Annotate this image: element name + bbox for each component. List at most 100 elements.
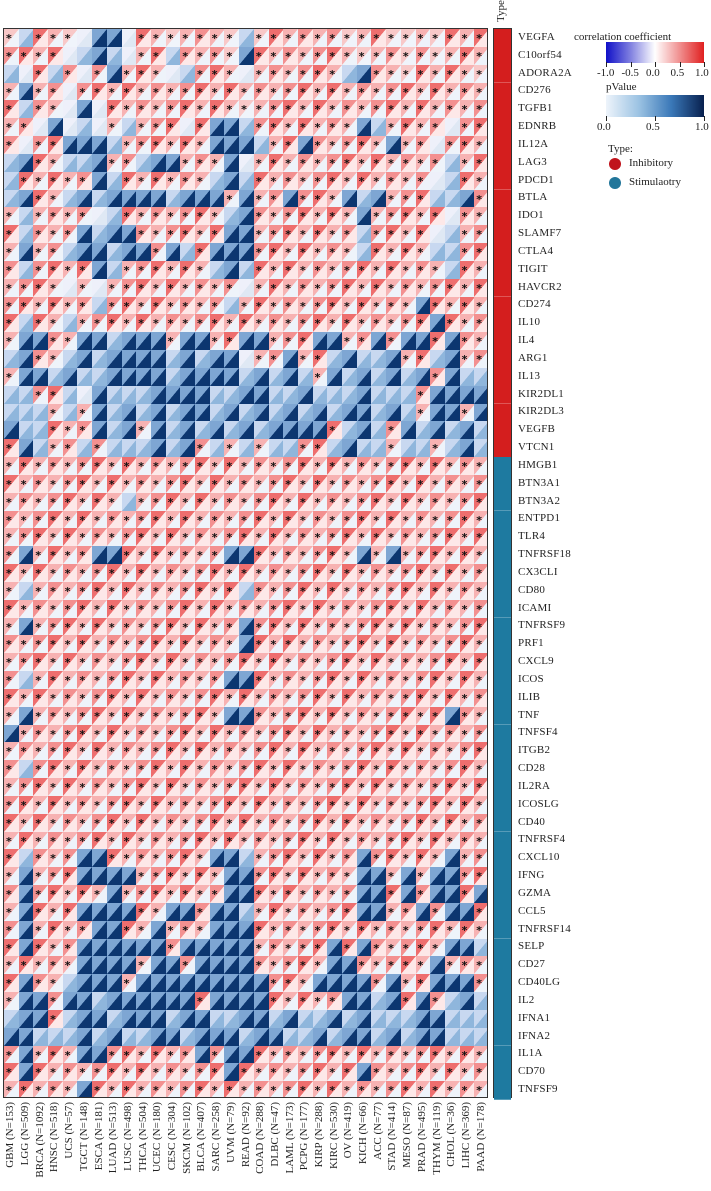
heatmap-cell: * [312,367,328,386]
significance-asterisk: * [373,103,380,117]
heatmap-cell [224,1027,240,1046]
significance-asterisk: * [50,888,56,901]
heatmap-cell [400,867,416,886]
significance-asterisk: * [255,353,262,366]
significance-asterisk: * [35,192,42,206]
heatmap-cell [180,64,196,83]
heatmap-cell [136,403,152,422]
significance-asterisk: * [432,941,438,955]
heatmap-cell: * [48,100,64,119]
heatmap-cell: * [327,813,343,832]
heatmap-cell: * [180,813,196,832]
heatmap-cell: * [297,617,313,636]
heatmap-cell: * [371,1081,387,1097]
heatmap-cell: * [400,260,416,279]
significance-asterisk: * [402,32,409,45]
significance-asterisk: * [388,834,394,848]
heatmap-cell [400,385,416,404]
heatmap-cell: * [77,1063,93,1082]
significance-asterisk: * [50,103,56,117]
heatmap-cell: * [224,599,240,618]
significance-asterisk: * [432,852,438,866]
significance-asterisk: * [79,174,86,188]
heatmap-cell: * [430,653,446,672]
significance-asterisk: * [299,531,306,545]
significance-asterisk: * [138,139,145,152]
significance-asterisk: * [211,317,218,331]
heatmap-cell: * [342,136,357,155]
significance-asterisk: * [182,139,189,152]
significance-asterisk: * [299,442,306,456]
heatmap-cell: * [209,635,225,654]
significance-asterisk: * [50,246,56,259]
heatmap-cell: * [283,653,299,672]
heatmap-cell [459,421,475,440]
heatmap-cell: * [77,403,93,422]
heatmap-cell: * [327,635,343,654]
heatmap-cell: * [474,510,487,529]
significance-asterisk: * [270,156,277,170]
significance-asterisk: * [197,531,203,545]
legend-tick-label: -1.0 [597,67,615,79]
heatmap-cell: * [356,296,372,315]
heatmap-cell: * [474,82,487,101]
significance-asterisk: * [417,174,424,188]
type-segment [494,920,511,940]
heatmap-cell [224,920,240,939]
heatmap-cell: * [297,813,313,832]
heatmap-cell: * [4,742,19,761]
heatmap-cell: * [195,635,211,654]
significance-asterisk: * [138,513,145,527]
significance-asterisk: * [64,852,71,866]
significance-asterisk: * [50,923,56,937]
heatmap-cell: * [165,278,181,297]
significance-asterisk: * [461,727,468,741]
heatmap-cell [150,439,166,458]
significance-asterisk: * [402,816,409,830]
heatmap-cell: * [239,296,255,315]
heatmap-cell: * [459,332,475,351]
heatmap-cell: * [312,100,328,119]
significance-asterisk: * [299,121,306,135]
significance-asterisk: * [314,32,321,45]
heatmap-cell: * [48,1009,64,1028]
heatmap-cell [62,278,78,297]
heatmap-cell: * [342,457,357,476]
significance-asterisk: * [6,567,12,580]
heatmap-cell: * [33,474,49,493]
significance-asterisk: * [64,299,71,313]
heatmap-cell: * [180,956,196,975]
heatmap-cell: * [459,653,475,672]
heatmap-cell: * [136,831,152,850]
heatmap-cell: * [297,296,313,315]
heatmap-cell: * [327,189,343,208]
significance-asterisk: * [35,353,42,366]
heatmap-cell: * [327,920,343,939]
heatmap-cell: * [18,599,34,618]
heatmap-cell [77,118,93,137]
heatmap-cell: * [239,795,255,814]
significance-asterisk: * [373,263,380,277]
significance-asterisk: * [270,495,277,509]
heatmap-cell: * [150,46,166,65]
significance-asterisk: * [167,567,174,580]
significance-asterisk: * [388,816,394,830]
heatmap-cell: * [33,653,49,672]
heatmap-cell [209,902,225,921]
heatmap-cell: * [444,546,460,565]
heatmap-cell: * [4,314,19,333]
significance-asterisk: * [94,656,100,670]
heatmap-cell [459,1027,475,1046]
significance-asterisk: * [314,549,321,563]
heatmap-cell: * [62,1045,78,1064]
significance-asterisk: * [167,1066,174,1080]
heatmap-cell: * [415,153,431,172]
heatmap-cell [92,849,108,868]
heatmap-cell: * [253,671,269,690]
significance-asterisk: * [476,335,483,349]
heatmap-cell: * [121,599,137,618]
significance-asterisk: * [152,745,159,759]
significance-asterisk: * [138,691,145,705]
heatmap-cell: * [356,510,372,529]
significance-asterisk: * [6,959,12,973]
